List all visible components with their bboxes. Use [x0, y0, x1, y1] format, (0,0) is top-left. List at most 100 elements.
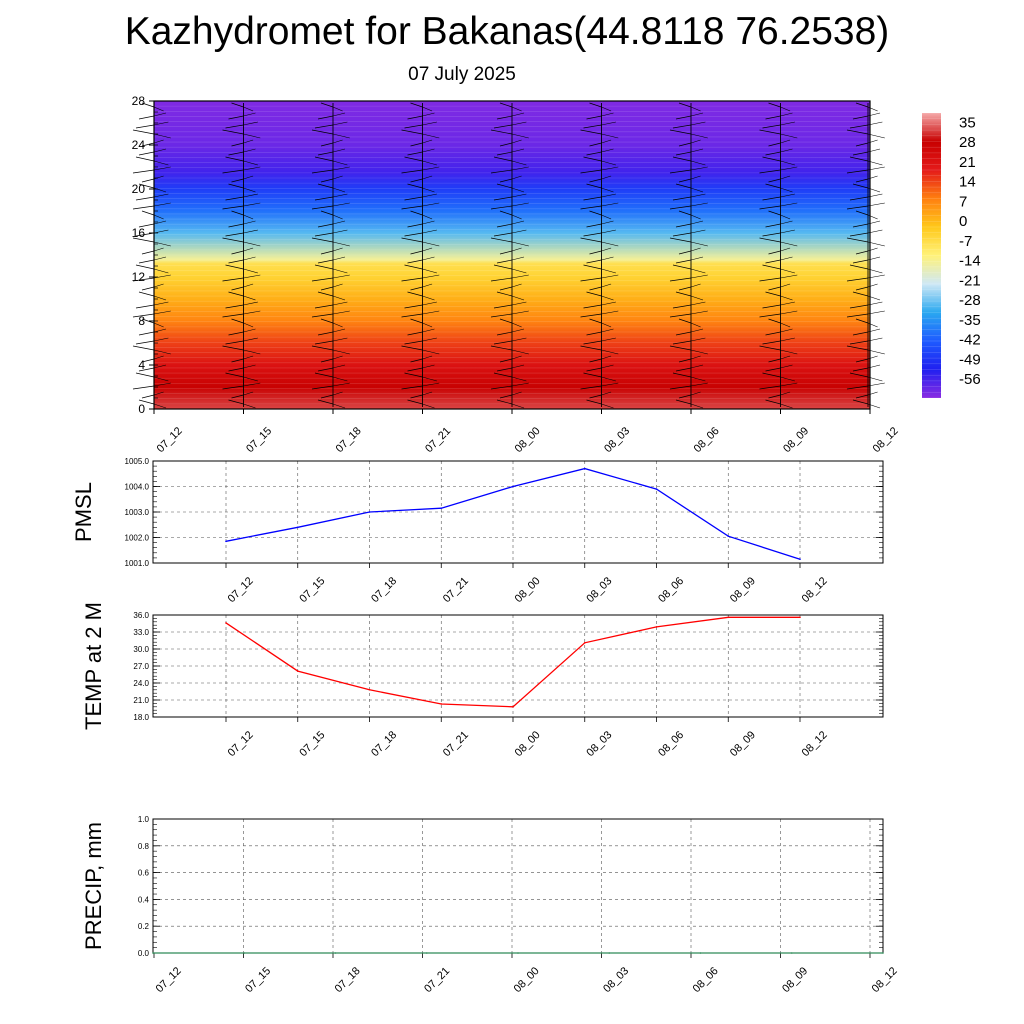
wind-barb	[669, 237, 692, 243]
plot-frame	[152, 460, 884, 564]
wind-barb	[153, 139, 164, 144]
x-tick-label: 08_06	[692, 425, 722, 455]
wind-barb-column	[222, 102, 261, 409]
wind-barb	[601, 121, 616, 126]
chart-subtitle: 07 July 2025	[408, 64, 516, 85]
wind-barb	[231, 102, 244, 108]
wind-barb	[317, 151, 334, 156]
colorbar-scale	[922, 113, 941, 398]
wind-barb	[867, 349, 885, 355]
wind-barb	[780, 106, 791, 112]
temperature-panel: 36.0 33.0 30.0 27.0 24.0 21.0 18.0 07_12 07_15 07…	[81, 602, 884, 759]
wind-barb	[404, 232, 423, 237]
data-point	[225, 622, 227, 624]
wind-barb	[589, 178, 602, 183]
wind-barb	[407, 115, 423, 120]
wind-barb	[762, 156, 781, 162]
wind-barb	[493, 340, 513, 345]
wind-barb	[583, 232, 602, 237]
wind-barb	[690, 133, 708, 139]
wind-barb	[759, 129, 781, 135]
wind-barb	[317, 223, 334, 228]
wind-barb	[690, 187, 704, 193]
wind-barb	[422, 220, 435, 225]
x-tick-label: 07_21	[422, 965, 452, 995]
wind-barb	[222, 385, 244, 390]
wind-barb	[601, 295, 614, 301]
wind-barb	[243, 193, 258, 198]
wind-barb	[407, 151, 423, 156]
wind-barb	[780, 241, 798, 247]
wind-barb	[311, 205, 334, 210]
wind-barb	[422, 139, 433, 144]
colorbar-label: -7	[959, 233, 972, 250]
wind-barb	[846, 169, 869, 174]
wind-barb-column	[580, 102, 619, 409]
colorbar-label: -56	[959, 371, 981, 388]
y-tick-label: 24	[132, 138, 146, 152]
wind-barb	[332, 355, 343, 360]
x-tick-label: 08_00	[513, 425, 543, 455]
wind-barb	[586, 399, 602, 405]
wind-barb	[228, 291, 244, 297]
wind-barb	[138, 183, 155, 189]
wind-barb	[601, 256, 614, 261]
data-point	[583, 641, 586, 644]
wind-barb	[849, 304, 869, 309]
wind-barb	[867, 166, 885, 171]
wind-barb	[404, 340, 423, 345]
wind-barb	[320, 286, 334, 291]
wind-barb	[407, 259, 423, 264]
wind-barb	[855, 210, 869, 216]
wind-barb	[780, 322, 791, 328]
data-point	[799, 558, 801, 560]
data-point	[517, 952, 519, 954]
wind-barb	[311, 237, 334, 243]
colorbar-label: 21	[959, 154, 976, 171]
wind-barb	[490, 385, 513, 390]
wind-barb	[153, 220, 167, 225]
x-tick-label: 08_06	[656, 575, 686, 605]
wind-barb	[407, 331, 423, 336]
wind-barb	[422, 256, 435, 261]
wind-barb	[601, 247, 612, 252]
wind-barb	[496, 399, 513, 405]
wind-barb	[580, 345, 602, 351]
wind-barb	[138, 291, 155, 297]
wind-barb	[422, 349, 440, 355]
wind-barb	[332, 160, 348, 166]
wind-barb	[855, 318, 869, 324]
wind-barb	[422, 355, 433, 360]
x-tick-label: 08_03	[584, 729, 614, 759]
wind-barb	[690, 301, 706, 306]
chart-title: Kazhydromet for Bakanas(44.8118 76.2538)	[124, 10, 890, 53]
wind-barb	[153, 106, 164, 112]
wind-barb	[243, 106, 254, 112]
data-point	[225, 540, 227, 543]
wind-barb	[690, 268, 706, 274]
wind-barb	[780, 403, 793, 409]
wind-barb	[243, 256, 256, 261]
colorbar-label: 7	[959, 193, 967, 210]
wind-barb	[410, 250, 423, 255]
wind-barb	[765, 115, 781, 120]
wind-barb	[589, 210, 602, 216]
wind-barb	[496, 367, 513, 372]
wind-barb	[768, 394, 781, 399]
wind-barb	[583, 124, 602, 129]
wind-barb	[511, 328, 525, 333]
wind-barb	[511, 133, 529, 139]
wind-barb	[672, 196, 692, 201]
wind-barb	[780, 337, 795, 342]
wind-barb	[780, 202, 798, 207]
wind-barb	[243, 322, 254, 328]
wind-barb	[586, 291, 602, 297]
wind-barb	[410, 286, 423, 291]
wind-barb	[675, 399, 692, 405]
wind-barb	[867, 274, 885, 279]
wind-barb	[780, 229, 795, 234]
wind-barb	[762, 372, 781, 378]
wind-barb	[768, 102, 781, 108]
wind-barb	[225, 124, 244, 129]
wind-barb	[422, 247, 433, 252]
